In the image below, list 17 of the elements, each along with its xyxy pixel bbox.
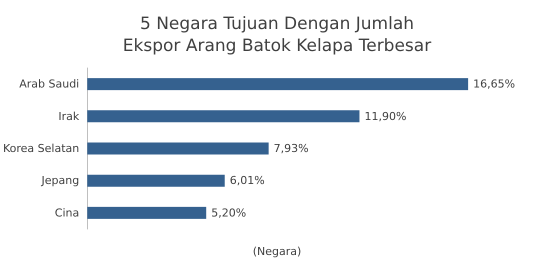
x-axis-title: (Negara) [252, 245, 302, 258]
y-tick-label: Cina [54, 206, 80, 220]
chart-title: 5 Negara Tujuan Dengan Jumlah Ekspor Arang Batok Kelapa Terbesar [122, 14, 432, 56]
y-tick-label: Arab Saudi [19, 78, 80, 91]
y-tick-label: Irak [58, 110, 80, 123]
y-tick-label: Jepang [40, 174, 80, 188]
data-label: 5,20% [211, 206, 246, 220]
data-label: 7,93% [274, 142, 309, 155]
bar [87, 110, 360, 122]
bar [87, 78, 468, 90]
data-label: 16,65% [473, 78, 516, 91]
bar [87, 142, 269, 154]
bar [87, 206, 206, 219]
data-label: 11,90% [364, 110, 406, 123]
bar [87, 174, 225, 187]
y-tick-label: Korea Selatan [2, 142, 80, 155]
data-label: 6,01% [230, 174, 265, 188]
